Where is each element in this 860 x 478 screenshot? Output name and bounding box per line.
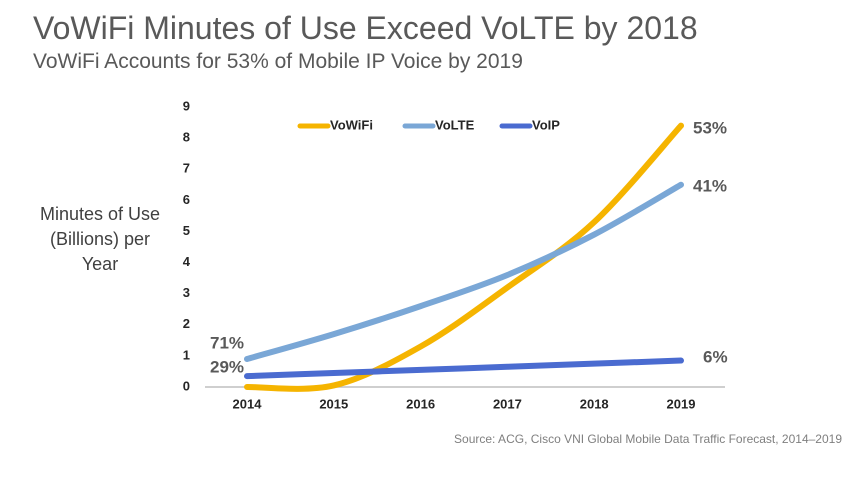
annotation: 41%: [693, 176, 727, 195]
x-tick-label: 2016: [406, 396, 435, 411]
annotation: 29%: [210, 357, 244, 376]
y-axis-label: Minutes of Use (Billions) per Year: [39, 204, 161, 274]
y-tick-label: 5: [183, 223, 190, 238]
y-tick-label: 8: [183, 130, 190, 145]
x-tick-label: 2018: [580, 396, 609, 411]
y-tick-label: 2: [183, 316, 190, 331]
annotation: 53%: [693, 118, 727, 137]
y-tick-label: 3: [183, 285, 190, 300]
y-tick-label: 0: [183, 378, 190, 393]
y-tick-label: 6: [183, 192, 190, 207]
y-tick-label: 7: [183, 161, 190, 176]
y-tick-label: 4: [183, 254, 191, 269]
x-tick-label: 2015: [319, 396, 348, 411]
legend-label: VoLTE: [435, 117, 475, 132]
x-tick-label: 2017: [493, 396, 522, 411]
series-line: [244, 181, 684, 362]
y-tick-label: 9: [183, 98, 190, 113]
annotation: 6%: [703, 347, 728, 366]
y-tick-label: 1: [183, 347, 190, 362]
legend-label: VoIP: [532, 117, 560, 132]
legend-label: VoWiFi: [330, 117, 373, 132]
source-note: Source: ACG, Cisco VNI Global Mobile Dat…: [454, 432, 842, 446]
annotation: 71%: [210, 333, 244, 352]
series-line: [244, 122, 684, 392]
chart-subtitle: VoWiFi Accounts for 53% of Mobile IP Voi…: [33, 50, 523, 73]
x-tick-label: 2014: [233, 396, 263, 411]
chart-title: VoWiFi Minutes of Use Exceed VoLTE by 20…: [33, 10, 698, 46]
x-tick-label: 2019: [667, 396, 696, 411]
series-line: [244, 357, 684, 380]
